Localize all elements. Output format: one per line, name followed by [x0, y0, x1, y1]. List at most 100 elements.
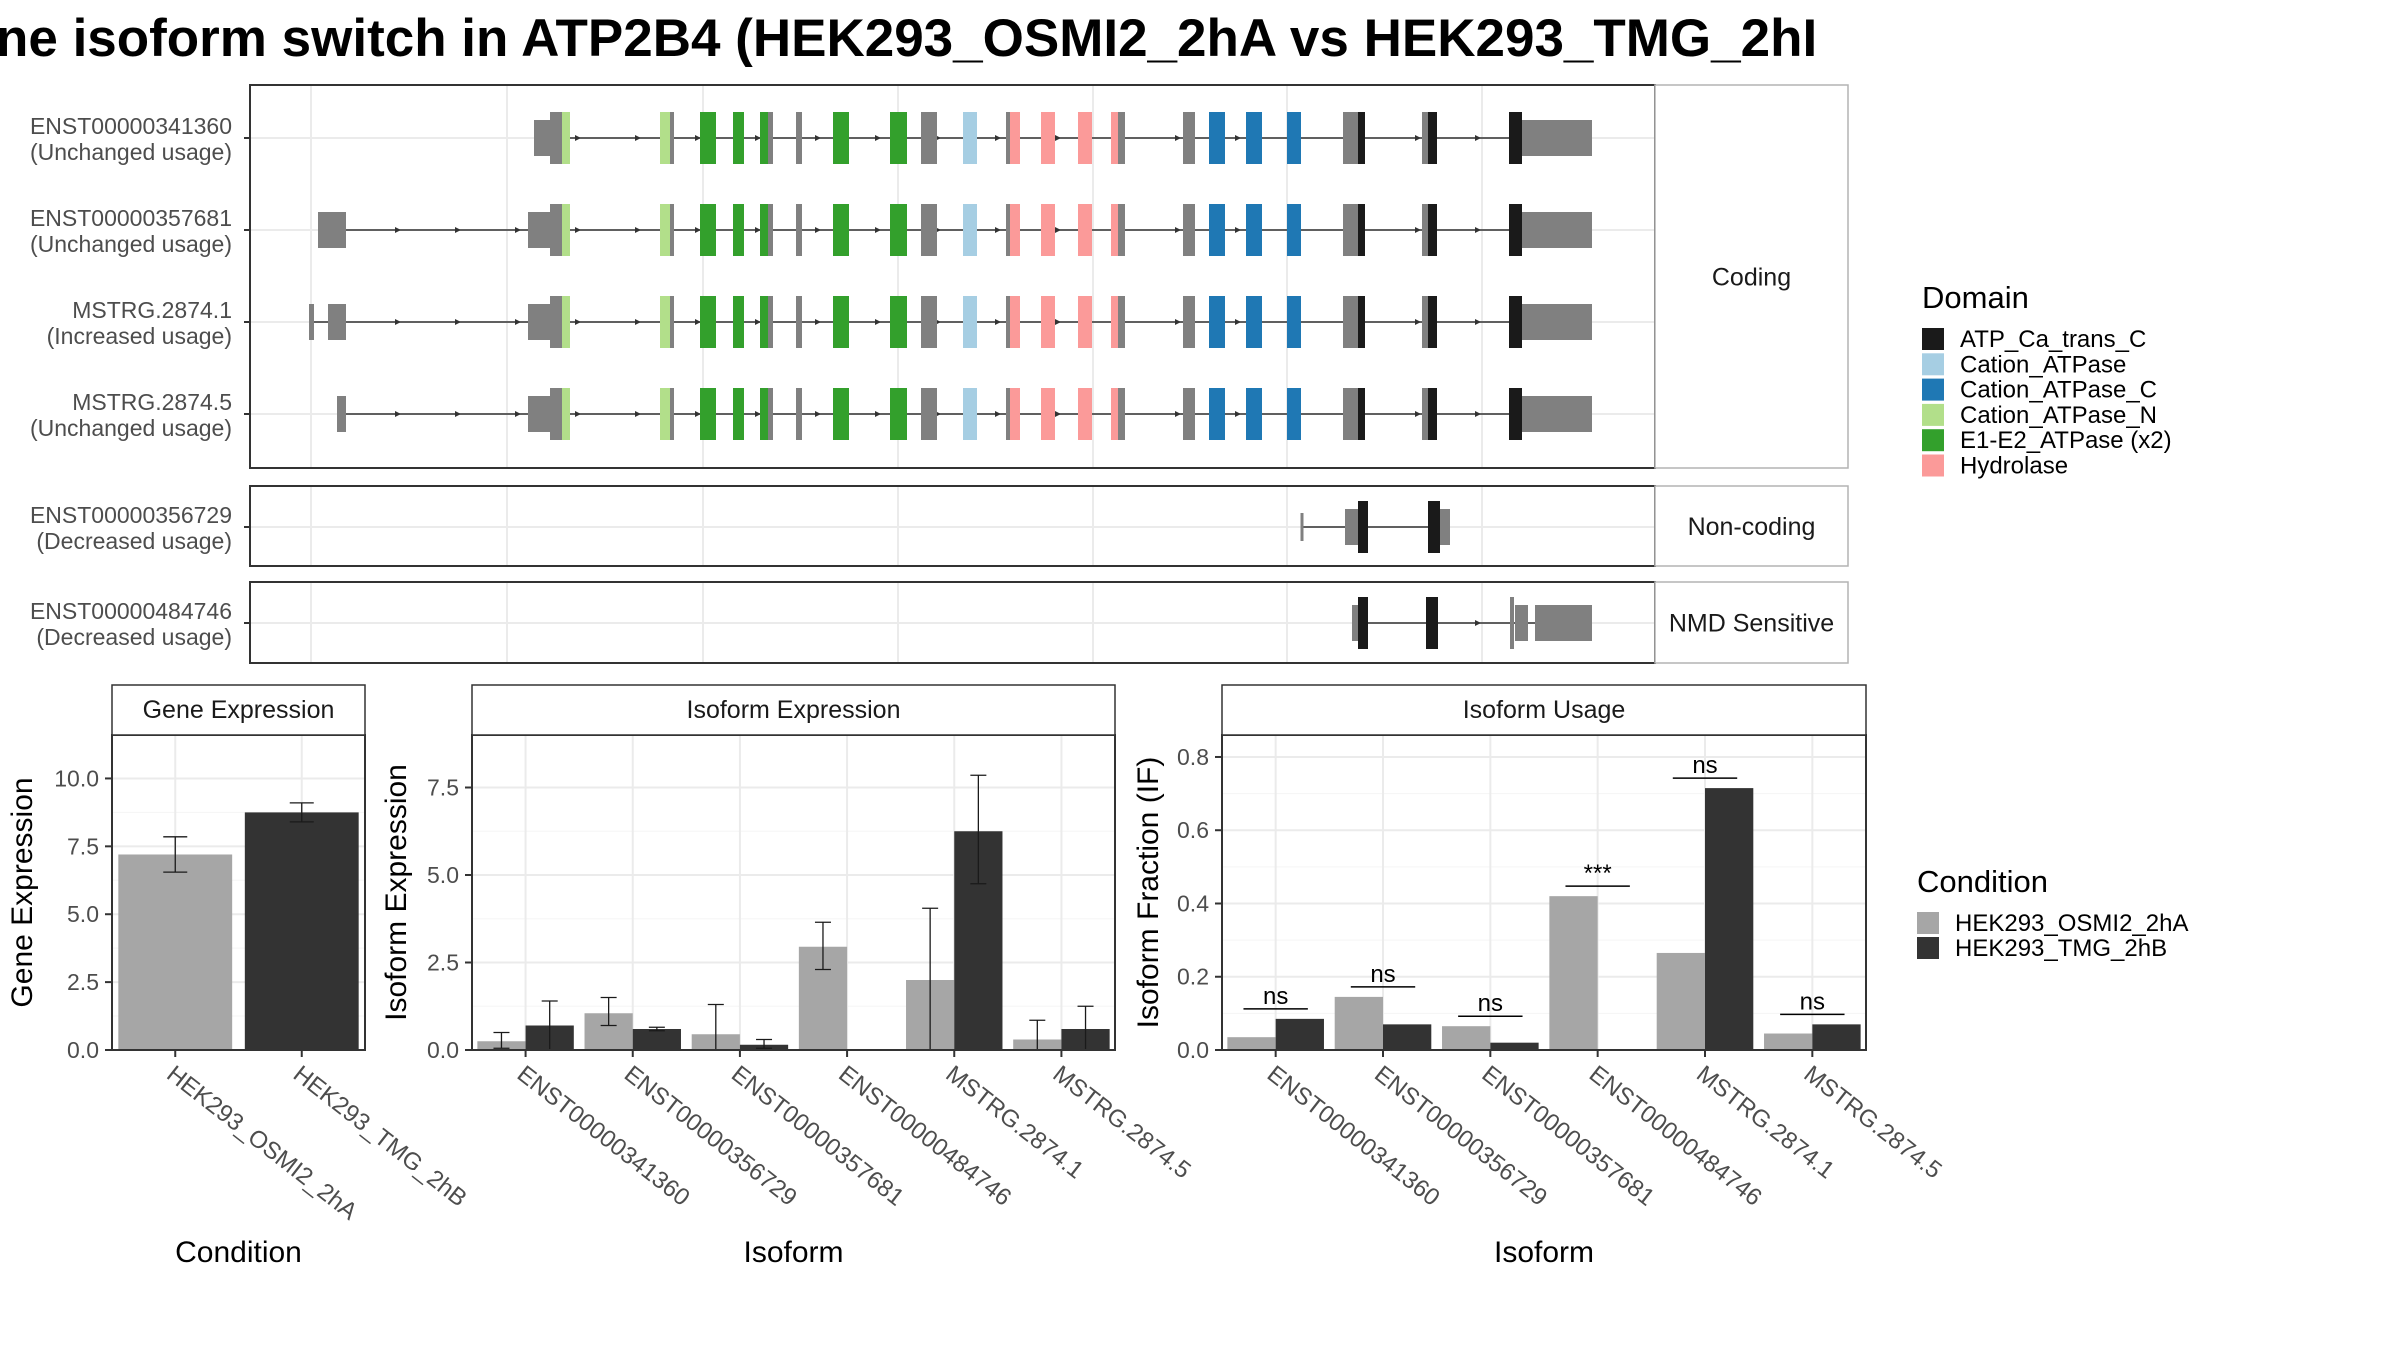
facet-strip	[1221, 684, 1867, 736]
direction-arrow	[1175, 227, 1181, 233]
x-tick-label: ENST00000484746	[1584, 1060, 1767, 1211]
domain-segment	[660, 112, 670, 164]
facet-strip	[1654, 581, 1849, 664]
facet-strip-label: NMD Sensitive	[1669, 610, 1834, 638]
legend-key	[1922, 328, 1944, 350]
direction-arrow	[755, 411, 761, 417]
legend-item-label: ATP_Ca_trans_C	[1960, 326, 2146, 353]
y-tick-label: 5.0	[67, 901, 99, 927]
utr-exon	[337, 396, 346, 432]
domain-segment	[1358, 388, 1365, 440]
cds-exon	[921, 388, 937, 440]
facet-strip	[1654, 485, 1849, 567]
significance-label: ns	[1800, 988, 1825, 1015]
legend-item-label: Cation_ATPase_C	[1960, 377, 2157, 404]
domain-segment	[733, 388, 744, 440]
bar	[1334, 996, 1383, 1050]
cds-exon	[1183, 388, 1195, 440]
x-tick-label: ENST00000341360	[512, 1060, 695, 1211]
domain-segment	[700, 204, 716, 256]
x-tick-label: ENST00000357681	[1477, 1060, 1660, 1211]
utr-exon	[1522, 120, 1592, 156]
domain-segment	[1358, 112, 1365, 164]
domain-segment	[1246, 204, 1262, 256]
legend-key	[1917, 937, 1939, 959]
direction-arrow	[695, 319, 701, 325]
domain-segment	[760, 296, 768, 348]
domain-segment	[1209, 296, 1225, 348]
isoform-id-label: ENST00000341360	[30, 113, 232, 139]
direction-arrow	[875, 319, 881, 325]
y-tick-label: 0.0	[1177, 1037, 1209, 1063]
direction-arrow	[1055, 135, 1061, 141]
direction-arrow	[695, 135, 701, 141]
bar	[1490, 1042, 1539, 1050]
facet-strip	[1654, 84, 1849, 469]
domain-segment	[1041, 204, 1055, 256]
page-title: ne isoform switch in ATP2B4 (HEK293_OSMI…	[0, 9, 1818, 68]
x-tick-label: ENST00000356729	[619, 1060, 802, 1211]
direction-arrow	[1475, 135, 1481, 141]
y-tick-label: 10.0	[54, 765, 99, 791]
domain-segment	[963, 296, 977, 348]
domain-segment	[1358, 501, 1368, 553]
isoform-id-label: ENST00000484746	[30, 598, 232, 624]
y-tick-label: 0.2	[1177, 964, 1209, 990]
legend-title: Domain	[1922, 280, 2029, 315]
direction-arrow	[575, 227, 581, 233]
legend-item-label: Cation_ATPase	[1960, 351, 2126, 378]
legend-key	[1917, 912, 1939, 934]
domain-segment	[760, 388, 768, 440]
legend-item-label: HEK293_TMG_2hB	[1955, 935, 2167, 962]
chart-title: Gene Expression	[143, 696, 335, 724]
direction-arrow	[1475, 620, 1481, 626]
y-axis-label: Isoform Expression	[380, 764, 413, 1021]
bar	[1275, 1018, 1324, 1050]
direction-arrow	[1415, 319, 1421, 325]
domain-segment	[1287, 296, 1301, 348]
y-tick-label: 7.5	[427, 775, 459, 801]
significance-label: ns	[1263, 983, 1288, 1010]
domain-segment	[562, 388, 570, 440]
domain-segment	[660, 204, 670, 256]
x-tick-label: ENST00000357681	[726, 1060, 909, 1211]
domain-legend: Domain ATP_Ca_trans_CCation_ATPaseCation_…	[1922, 280, 2172, 480]
legend-item-label: HEK293_OSMI2_2hA	[1955, 910, 2188, 937]
direction-arrow	[1175, 319, 1181, 325]
domain-segment	[1010, 204, 1020, 256]
domain-segment	[963, 112, 977, 164]
domain-segment	[890, 112, 907, 164]
y-tick-label: 0.6	[1177, 817, 1209, 843]
direction-arrow	[755, 227, 761, 233]
direction-arrow	[875, 135, 881, 141]
domain-segment	[660, 296, 670, 348]
x-tick-label: ENST00000484746	[833, 1060, 1016, 1211]
direction-arrow	[395, 227, 401, 233]
cds-exon	[1183, 204, 1195, 256]
bar	[1549, 896, 1598, 1050]
direction-arrow	[1475, 227, 1481, 233]
cds-exon	[550, 204, 562, 256]
domain-segment	[1428, 501, 1440, 553]
domain-segment	[963, 388, 977, 440]
domain-segment	[1111, 296, 1118, 348]
cds-exon	[550, 112, 562, 164]
domain-segment	[833, 204, 849, 256]
legend-item-label: Hydrolase	[1960, 453, 2068, 480]
direction-arrow	[1235, 135, 1241, 141]
panel-background	[250, 85, 1655, 468]
domain-segment	[1509, 388, 1522, 440]
domain-segment	[700, 388, 716, 440]
direction-arrow	[1475, 319, 1481, 325]
domain-segment	[1111, 204, 1118, 256]
domain-segment	[1287, 112, 1301, 164]
chart-title: Isoform Usage	[1463, 696, 1626, 724]
domain-segment	[1078, 204, 1092, 256]
domain-segment	[1209, 204, 1225, 256]
domain-segment	[833, 388, 849, 440]
domain-segment	[833, 112, 849, 164]
bar	[632, 1029, 681, 1050]
bar	[1227, 1037, 1276, 1050]
isoform-usage-label: (Unchanged usage)	[30, 231, 232, 257]
x-axis-label: Condition	[175, 1236, 302, 1269]
